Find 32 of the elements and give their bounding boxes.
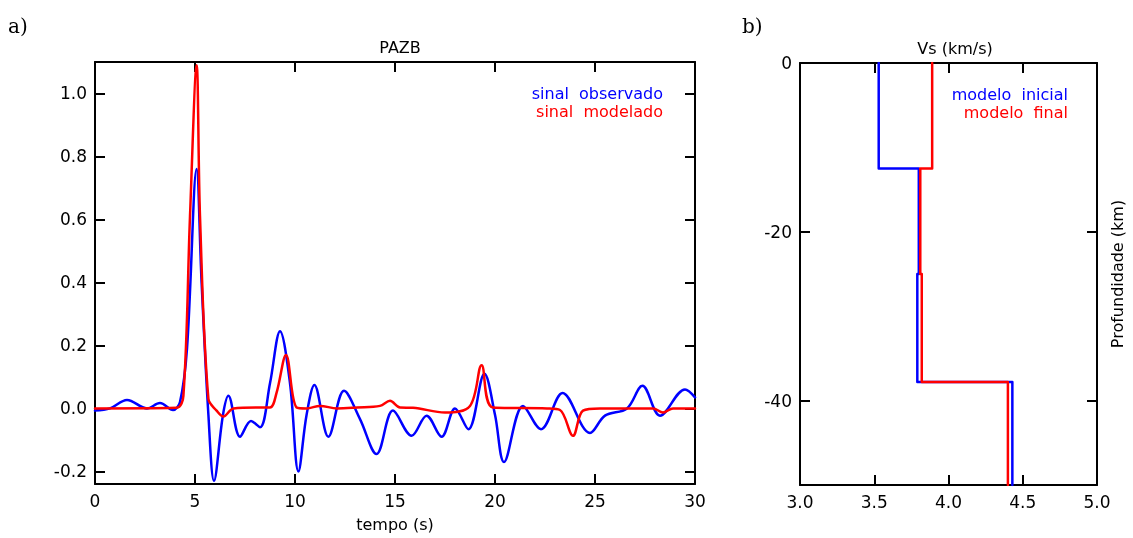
x-tick-label: 20 — [484, 490, 506, 511]
text: sinal modelado — [536, 101, 663, 121]
y-tick-label: -20 — [764, 221, 792, 242]
x-tick-label: 4.0 — [934, 491, 963, 512]
x-tick-label: 4.5 — [1009, 491, 1037, 512]
y-tick-label: 0 — [781, 53, 792, 73]
y-tick-label: 0.0 — [59, 398, 87, 419]
x-tick-label: 25 — [584, 490, 606, 511]
y-tick-label: 0.8 — [59, 146, 87, 167]
y-tick-label: 0.4 — [59, 272, 87, 293]
chart-title: Vs (km/s) — [917, 38, 993, 58]
y-tick-label: 0.2 — [59, 335, 87, 356]
text: b) — [742, 14, 763, 38]
x-tick-label: 10 — [284, 490, 306, 511]
text: modelo inicial — [951, 84, 1068, 104]
chart-title: PAZB — [379, 37, 421, 57]
x-tick-label: 5 — [189, 490, 201, 511]
x-tick-label: 30 — [684, 490, 706, 511]
text: a) — [8, 14, 28, 38]
text: sinal observado — [531, 83, 663, 103]
x-tick-label: 5.0 — [1083, 491, 1111, 512]
x-tick-label: 15 — [384, 490, 406, 511]
y-tick-label: -40 — [764, 390, 792, 411]
y-axis-title: Profundidade (km) — [1107, 199, 1127, 349]
y-tick-label: -0.2 — [53, 461, 87, 482]
x-tick-label: 3.0 — [786, 491, 814, 512]
x-tick-label: 0 — [89, 490, 101, 511]
y-tick-label: 1.0 — [59, 83, 87, 104]
y-tick-label: 0.6 — [59, 209, 87, 230]
x-axis-title: tempo (s) — [356, 514, 434, 534]
x-tick-label: 3.5 — [860, 491, 888, 512]
series-label: modelo final — [963, 102, 1068, 122]
